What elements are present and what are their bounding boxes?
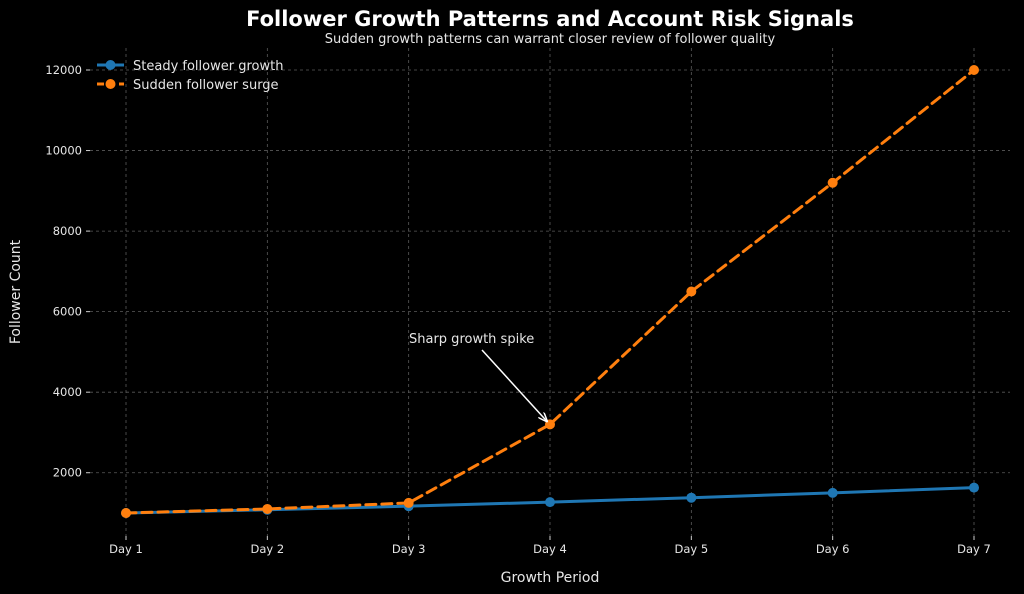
y-tick-label: 12000 xyxy=(45,63,82,77)
x-tick-label: Day 5 xyxy=(674,542,708,556)
annotation-arrow xyxy=(481,349,547,421)
series-2-point xyxy=(827,177,838,188)
series-1-point xyxy=(827,487,838,498)
x-axis-label: Growth Period xyxy=(501,570,600,586)
x-tick-label: Day 3 xyxy=(392,542,426,556)
series-1-point xyxy=(545,497,555,508)
tick-layer: Day 1 Day 2 Day 3 Day 4 Day 5 Day 6 Day 7 2000 4… xyxy=(45,63,990,556)
annotation-label: Sharp growth spike xyxy=(409,332,534,347)
series-layer xyxy=(121,65,979,518)
chart-title: Follower Growth Patterns and Account Ris… xyxy=(246,7,854,31)
series-2-point xyxy=(969,65,979,75)
grid xyxy=(90,48,1010,536)
x-tick-label: Day 7 xyxy=(957,542,991,556)
series-2-point xyxy=(403,497,414,508)
legend-label: Sudden follower surge xyxy=(133,78,279,93)
legend-swatch-marker xyxy=(105,79,116,89)
y-tick-label: 2000 xyxy=(53,466,82,480)
series-2-point xyxy=(686,286,697,297)
legend-swatch-marker xyxy=(105,60,116,70)
x-tick-label: Day 4 xyxy=(533,542,567,556)
y-tick-label: 4000 xyxy=(53,385,82,399)
chart-subtitle: Sudden growth patterns can warrant close… xyxy=(325,32,776,47)
annotation-layer: Sharp growth spike xyxy=(409,332,547,421)
x-tick-label: Day 6 xyxy=(816,542,850,556)
x-tick-label: Day 1 xyxy=(109,542,143,556)
y-tick-label: 6000 xyxy=(53,305,82,319)
x-tick-label: Day 2 xyxy=(250,542,284,556)
y-axis-label: Follower Count xyxy=(8,239,24,344)
series-2-point xyxy=(121,508,131,518)
series-1-point xyxy=(969,482,979,493)
y-tick-label: 10000 xyxy=(45,144,82,158)
series-2-point xyxy=(262,503,273,514)
legend-label: Steady follower growth xyxy=(133,59,283,74)
legend: Steady follower growth Sudden follower su… xyxy=(97,59,283,93)
series-1-point xyxy=(686,492,697,503)
y-tick-label: 8000 xyxy=(53,224,82,238)
